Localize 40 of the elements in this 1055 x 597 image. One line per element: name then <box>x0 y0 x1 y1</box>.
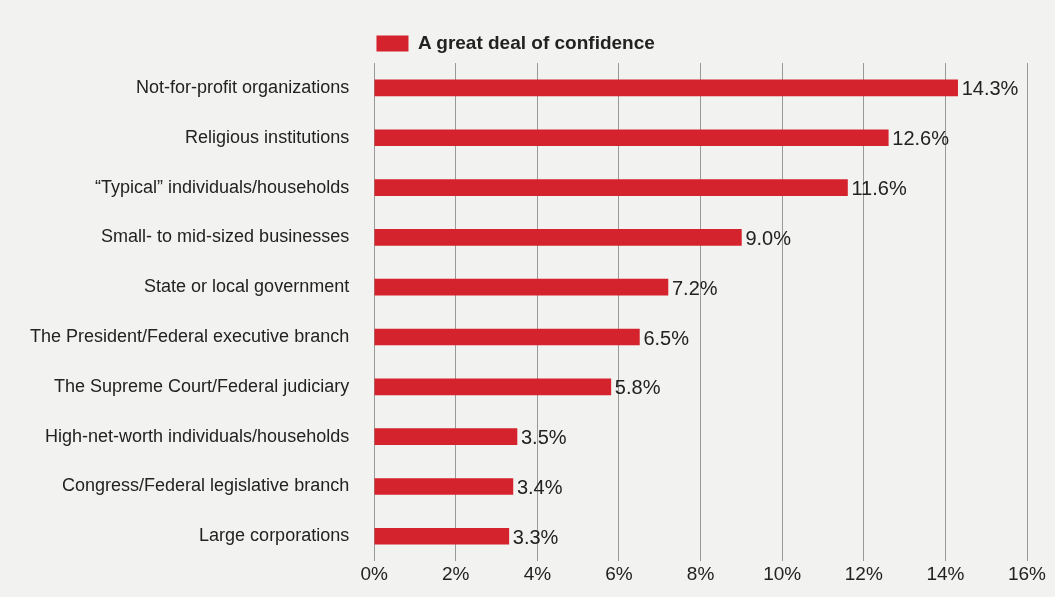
x-tick-label: 2% <box>442 562 470 584</box>
data-label: 6.5% <box>643 326 690 349</box>
bar <box>374 278 669 296</box>
y-tick-label: The Supreme Court/Federal judiciary <box>54 375 350 396</box>
bar <box>374 179 848 196</box>
data-label: 12.6% <box>892 127 950 150</box>
data-label: 11.6% <box>851 177 907 200</box>
bar <box>374 229 742 246</box>
bar <box>374 328 640 346</box>
x-tick-label: 16% <box>1007 562 1047 584</box>
legend-label: A great deal of confidence <box>417 31 655 53</box>
bar <box>374 129 889 147</box>
y-tick-label: Not-for-profit organizations <box>136 76 350 97</box>
y-tick-label: “Typical” individuals/households <box>95 176 350 197</box>
y-tick-label: State or local government <box>144 276 350 297</box>
data-label: 5.8% <box>614 376 661 399</box>
data-label: 9.0% <box>745 226 792 249</box>
x-tick-label: 14% <box>926 562 965 584</box>
y-tick-label: Large corporations <box>199 525 350 546</box>
y-tick-label: High-net-worth individuals/households <box>45 425 350 446</box>
x-tick-label: 10% <box>763 562 802 584</box>
bar <box>374 378 612 396</box>
y-tick-label: Religious institutions <box>185 126 350 147</box>
bar <box>374 79 958 97</box>
bar <box>374 527 510 545</box>
x-tick-label: 8% <box>686 562 715 584</box>
y-tick-label: Congress/Federal legislative branch <box>62 475 350 496</box>
bar <box>374 478 514 495</box>
x-tick-label: 6% <box>605 562 633 584</box>
data-label: 3.4% <box>516 475 563 498</box>
data-label: 14.3% <box>961 77 1019 100</box>
data-label: 3.3% <box>512 525 559 548</box>
data-label: 3.5% <box>520 426 567 449</box>
x-tick-label: 12% <box>844 562 883 584</box>
data-label: 7.2% <box>671 276 718 299</box>
x-tick-label: 4% <box>523 562 552 584</box>
y-tick-label: Small- to mid-sized businesses <box>101 226 350 247</box>
bar <box>374 428 518 445</box>
y-tick-label: The President/Federal executive branch <box>29 325 350 346</box>
x-tick-label: 0% <box>360 562 389 584</box>
